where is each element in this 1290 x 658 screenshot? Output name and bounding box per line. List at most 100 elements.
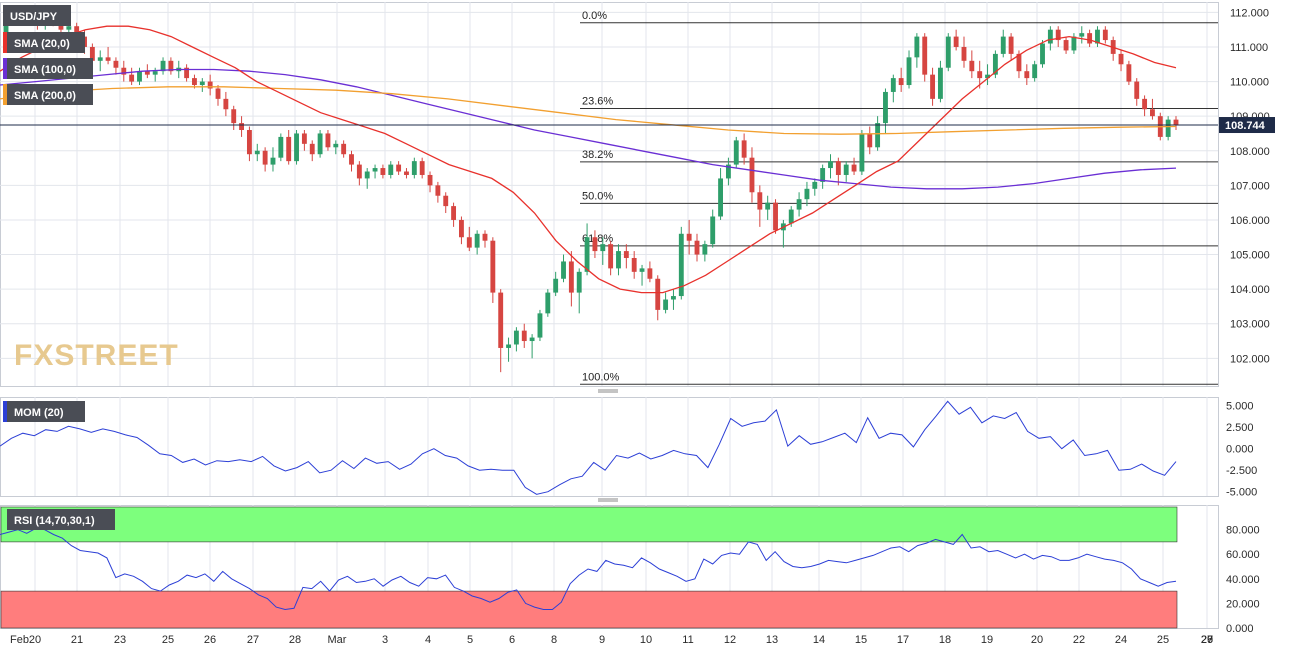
candle-body (498, 292, 504, 348)
candle-body (576, 271, 582, 293)
candle-body (1165, 119, 1171, 137)
candle-body (521, 330, 527, 342)
legend-color-swatch (3, 509, 7, 530)
price-tick-label: 112.000 (1230, 7, 1269, 19)
x-tick-label: 5 (467, 634, 473, 646)
candle-body (207, 81, 213, 89)
candle-body (1047, 29, 1053, 44)
candle-body (867, 133, 873, 148)
candle-body (757, 192, 763, 210)
candle-body (89, 46, 95, 61)
candle-body (364, 171, 370, 179)
candle-body (262, 150, 268, 165)
candle-body (749, 157, 755, 193)
x-tick-label: 28 (289, 634, 301, 646)
fib-level-label: 100.0% (582, 371, 620, 383)
x-tick-label: 20 (1031, 634, 1043, 646)
candle-body (851, 164, 857, 172)
momentum-legend[interactable]: MOM (20) (3, 401, 85, 422)
pane-splitter[interactable] (598, 498, 618, 502)
watermark: FXSTREET (14, 339, 179, 372)
candle-body (419, 161, 425, 175)
candle-body (529, 337, 535, 342)
candle-body (506, 344, 511, 348)
x-tick-label: 19 (981, 634, 993, 646)
candle-body (3, 15, 9, 41)
candle-body (616, 251, 621, 269)
candle-body (333, 143, 339, 148)
candle-body (1087, 33, 1093, 44)
candle-body (765, 202, 771, 210)
momentum-pane (0, 397, 1219, 497)
candle-body (278, 136, 284, 158)
candle-body (466, 237, 472, 248)
candle-body (537, 313, 543, 338)
legend-box (3, 84, 93, 105)
x-tick-label: 24 (1115, 634, 1127, 646)
indicator-legend[interactable]: SMA (20,0) (3, 32, 85, 53)
legend-box (3, 32, 85, 53)
symbol-legend[interactable]: USD/JPY (3, 5, 71, 26)
mom-tick-label: 5.000 (1226, 401, 1254, 413)
indicator-legend[interactable]: SMA (200,0) (3, 84, 93, 105)
candle-body (105, 57, 111, 61)
x-tick-label: Feb (10, 634, 29, 646)
candle-body (411, 161, 417, 175)
x-tick-label: 15 (855, 634, 867, 646)
candle-body (961, 46, 967, 61)
last-price-badge: 108.744 (1219, 117, 1275, 134)
candle-body (678, 233, 684, 297)
candle-body (152, 71, 158, 75)
rsi-legend[interactable]: RSI (14,70,30,1) (3, 509, 115, 530)
legend-label: SMA (200,0) (14, 90, 76, 102)
candle-body (1071, 36, 1077, 51)
rsi-tick-label: 60.000 (1226, 549, 1260, 561)
x-tick-label: 21 (71, 634, 83, 646)
candle-body (859, 133, 865, 172)
rsi-tick-label: 40.000 (1226, 574, 1260, 586)
mom-tick-label: 0.000 (1226, 444, 1254, 456)
candle-body (1142, 98, 1148, 110)
mom-tick-label: -2.500 (1226, 465, 1257, 477)
candle-body (404, 171, 409, 175)
candle-body (74, 26, 80, 37)
candle-body (733, 140, 739, 165)
candle-body (1055, 29, 1061, 41)
candle-body (199, 81, 205, 86)
candle-body (883, 91, 888, 124)
mom-tick-label: 2.500 (1226, 422, 1254, 434)
candle-body (608, 244, 614, 269)
x-tick-label: 4 (425, 634, 431, 646)
candle-body (1032, 64, 1038, 79)
candle-body (1118, 53, 1124, 65)
candle-body (137, 71, 142, 82)
rsi-line (0, 527, 1177, 611)
legend-label: RSI (14,70,30,1) (14, 515, 95, 527)
x-tick-label: 6 (509, 634, 515, 646)
fib-level-label: 50.0% (582, 190, 613, 202)
candle-body (718, 178, 723, 217)
candle-body (66, 26, 72, 30)
candle-body (246, 130, 252, 155)
candle-body (231, 109, 237, 124)
indicator-legend[interactable]: SMA (100,0) (3, 58, 93, 79)
candle-body (435, 185, 441, 196)
candle-body (561, 261, 566, 279)
price-tick-label: 103.000 (1230, 319, 1270, 331)
x-tick-label: 27 (247, 634, 259, 646)
candle-body (270, 157, 276, 165)
pane-splitter[interactable] (598, 389, 618, 393)
x-tick-label: 8 (551, 634, 557, 646)
candle-body (812, 181, 818, 189)
x-tick-label: 12 (724, 634, 736, 646)
candle-body (545, 292, 551, 314)
candle-body (568, 261, 574, 293)
x-tick-label: 23 (114, 634, 126, 646)
legend-color-swatch (3, 401, 7, 422)
candle-body (443, 195, 449, 207)
last-price-box (1219, 117, 1275, 134)
legend-label: SMA (100,0) (14, 64, 76, 76)
legend-box (3, 509, 115, 530)
legend-label: SMA (20,0) (14, 38, 70, 50)
